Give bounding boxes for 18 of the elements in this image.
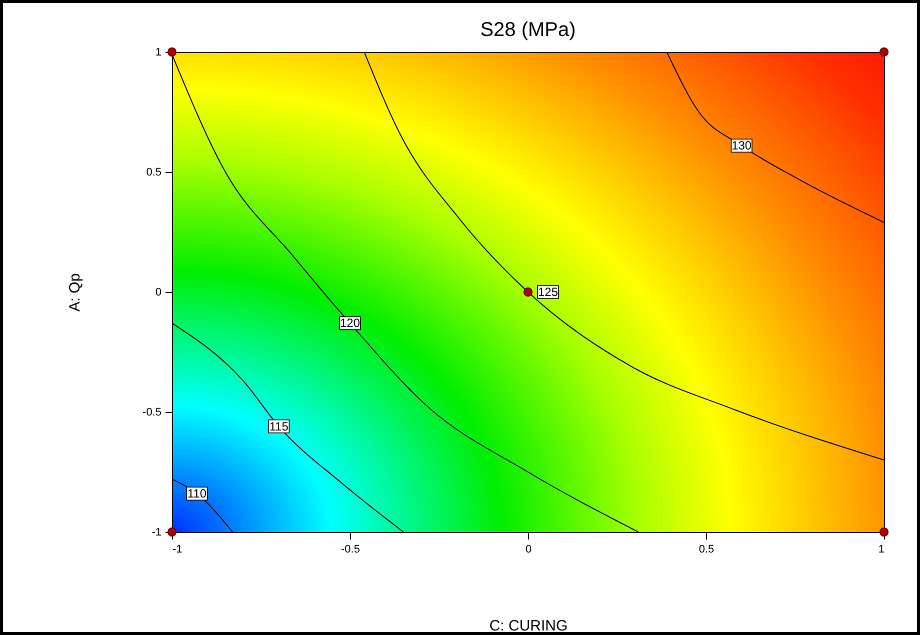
y-axis-title: A: Qp [66, 273, 84, 312]
y-tick-label: -1 [152, 526, 162, 538]
y-tick-label: -0.5 [142, 406, 162, 418]
x-tick-label: -0.5 [341, 544, 360, 556]
point [523, 287, 533, 297]
x-tick-label: 0 [525, 544, 532, 556]
y-tick-label: 0 [155, 286, 162, 298]
x-tick-label: 1 [878, 544, 884, 556]
point [879, 527, 889, 537]
point [879, 47, 889, 57]
x-axis-title: C: CURING [489, 618, 568, 634]
x-tick-label: 0.5 [698, 544, 714, 556]
series-label: 125 [538, 285, 558, 299]
point [167, 527, 177, 537]
x-tick-label: -1 [172, 544, 182, 556]
y-tick-label: 0.5 [146, 166, 162, 178]
chart-title: S28 (MPa) [480, 19, 576, 41]
y-tick-label: 1 [155, 46, 162, 58]
